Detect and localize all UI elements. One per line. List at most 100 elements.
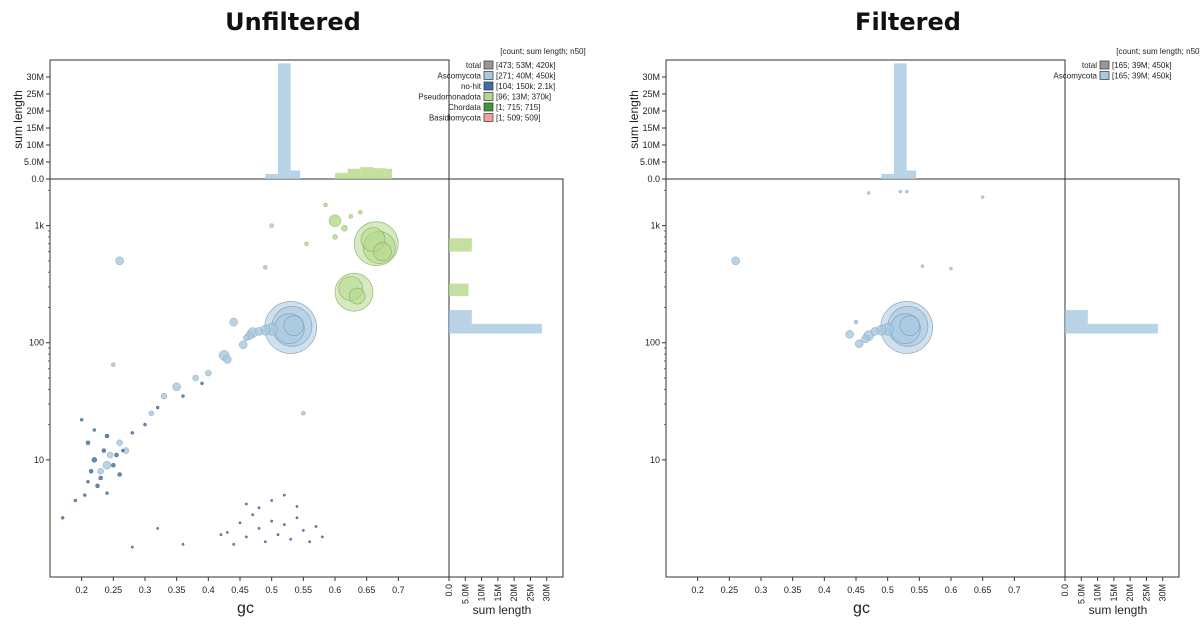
right-hist-tick-label: 0.0 (1060, 584, 1070, 597)
top-hist-bar-ascomycota (265, 173, 278, 179)
scatter-point-no-hit (85, 440, 91, 446)
top-hist-tick-label: 30M (642, 72, 660, 82)
x-tick-label: 0.55 (911, 585, 929, 595)
right-hist-xlabel: sum length (1089, 603, 1148, 617)
right-hist-tick-label: 20M (1125, 584, 1135, 602)
scatter-point-ascomycota (853, 319, 859, 325)
top-hist-tick-label: 25M (642, 89, 660, 99)
right-hist-tick-label: 15M (493, 584, 503, 602)
legend-entry-name: total (466, 61, 481, 70)
scatter-point-ascomycota (238, 340, 248, 350)
scatter-point-ascomycota (229, 317, 238, 327)
scatter-point-no-hit (257, 526, 261, 530)
scatter-point-ascomycota (243, 334, 250, 342)
scatter-point-no-hit (86, 480, 90, 484)
top-hist-tick-label: 0.0 (647, 174, 660, 184)
top-hist-tick-label: 15M (642, 123, 660, 133)
scatter-point-no-hit (121, 448, 125, 453)
main-plot-frame (665, 178, 1066, 578)
y-tick-label: 1k (34, 221, 44, 231)
top-hist-ylabel: sum length (11, 90, 25, 149)
legend-swatch (483, 92, 494, 101)
scatter-point-no-hit (295, 516, 299, 520)
scatter-point-ascomycota (866, 191, 871, 195)
x-tick-label: 0.35 (784, 585, 802, 595)
top-hist-tick-label: 10M (26, 140, 44, 150)
scatter-point-no-hit (225, 531, 229, 534)
top-hist-bar-pseudomonadota (385, 168, 392, 179)
scatter-point-no-hit (301, 528, 305, 532)
x-axis-label: gc (237, 600, 254, 617)
scatter-point-ascomycota (223, 355, 232, 364)
legend: [count; sum length; n50] total [473; 53M; … (418, 47, 585, 123)
chart-title: Filtered (855, 8, 961, 36)
top-hist-bar-ascomycota (894, 63, 907, 179)
right-hist-tick-label: 25M (525, 584, 535, 602)
x-tick-label: 0.5 (265, 585, 278, 595)
top-hist-bar-ascomycota (881, 173, 894, 179)
scatter-point-ascomycota (949, 266, 953, 271)
legend-swatch (483, 113, 494, 122)
scatter-point-no-hit (60, 516, 65, 520)
right-hist-tick-label: 5.0M (1076, 584, 1086, 604)
x-tick-label: 0.4 (202, 585, 215, 595)
scatter-point-no-hit (282, 523, 286, 527)
legend-entry-name: total (1082, 61, 1097, 70)
right-hist-bar-ascomycota (449, 323, 542, 334)
legend-header: [count; sum length; n50] (1116, 47, 1200, 56)
legend-entry-stats: [473; 53M; 420k] (496, 61, 556, 70)
right-hist-bar-ascomycota (1065, 310, 1088, 324)
scatter-point-no-hit (263, 540, 267, 544)
scatter-point-ascomycota (861, 334, 870, 344)
scatter-point-no-hit (282, 493, 286, 497)
top-hist-bar-pseudomonadota (335, 172, 348, 179)
scatter-point-no-hit (200, 381, 204, 386)
scatter-point-no-hit (111, 462, 116, 468)
right-hist-xlabel: sum length (473, 603, 532, 617)
x-tick-label: 0.3 (755, 585, 768, 595)
scatter-point-ascomycota (980, 195, 985, 199)
top-histogram-frame (665, 59, 1066, 180)
scatter-point-no-hit (238, 521, 242, 525)
legend-entry-stats: [1; 715; 715] (496, 103, 540, 112)
chart-title: Unfiltered (225, 8, 361, 36)
right-hist-tick-label: 25M (1141, 584, 1151, 602)
scatter-point-ascomycota (870, 327, 880, 336)
y-tick-label: 1k (650, 221, 660, 231)
scatter-point-ascomycota (845, 330, 854, 339)
x-tick-label: 0.55 (295, 585, 313, 595)
x-tick-label: 0.2 (691, 585, 704, 595)
scatter-point-ascomycota (920, 264, 925, 268)
x-tick-label: 0.45 (231, 585, 249, 595)
right-hist-bar-pseudomonadota (449, 283, 469, 297)
scatter-point-no-hit (83, 493, 87, 497)
x-tick-label: 0.25 (105, 585, 123, 595)
y-tick-label: 100 (645, 338, 660, 348)
legend-swatch (1099, 71, 1110, 80)
right-hist-bar-ascomycota (449, 310, 472, 324)
scatter-point-no-hit (88, 468, 94, 474)
top-hist-bar-pseudomonadota (373, 168, 386, 179)
x-tick-label: 0.2 (75, 585, 88, 595)
scatter-point-no-hit (130, 545, 134, 549)
scatter-point-no-hit (98, 475, 103, 481)
legend-entry-stats: [165; 39M; 450k] (1112, 61, 1172, 70)
legend-entry-stats: [271; 40M; 450k] (496, 72, 556, 81)
scatter-point-no-hit (114, 452, 119, 458)
top-hist-tick-label: 25M (26, 89, 44, 99)
scatter-point-ascomycota (192, 374, 199, 382)
legend-swatch (483, 71, 494, 80)
scatter-point-no-hit (130, 431, 135, 435)
x-tick-label: 0.7 (392, 585, 405, 595)
legend-swatch (483, 102, 494, 112)
legend-entry-name: Chordata (448, 103, 481, 112)
y-tick-label: 100 (29, 338, 44, 348)
scatter-point-no-hit (244, 535, 248, 539)
scatter-point-no-hit (270, 499, 274, 502)
x-tick-label: 0.35 (168, 585, 186, 595)
top-histogram-frame (49, 59, 450, 180)
scatter-point-no-hit (320, 535, 324, 539)
scatter-point-pseudomonadota (341, 224, 348, 232)
scatter-point-pseudomonadota (323, 202, 328, 208)
